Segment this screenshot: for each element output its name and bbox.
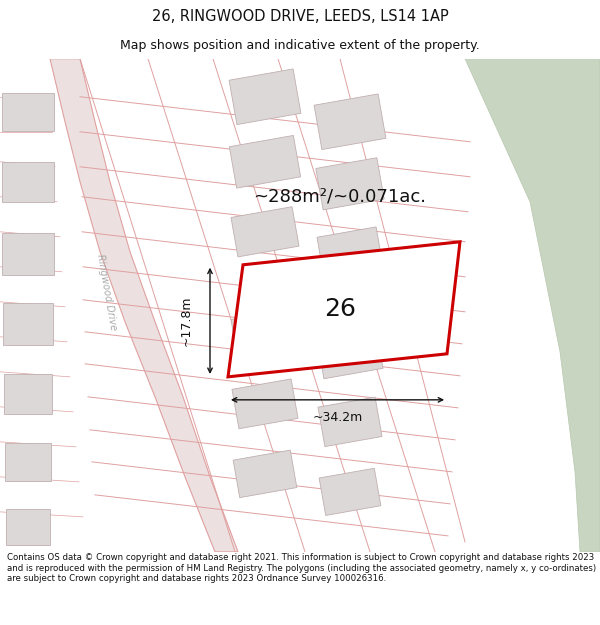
Polygon shape — [228, 242, 460, 377]
Polygon shape — [318, 397, 382, 447]
Polygon shape — [231, 309, 299, 359]
Polygon shape — [2, 92, 54, 131]
Text: ~17.8m: ~17.8m — [179, 296, 193, 346]
Polygon shape — [316, 158, 384, 210]
Polygon shape — [50, 59, 238, 552]
Polygon shape — [319, 468, 381, 516]
Text: Contains OS data © Crown copyright and database right 2021. This information is : Contains OS data © Crown copyright and d… — [7, 553, 596, 583]
Polygon shape — [2, 162, 54, 202]
Polygon shape — [233, 450, 297, 498]
Polygon shape — [3, 302, 53, 345]
Polygon shape — [231, 207, 299, 257]
Text: Ringwood Drive: Ringwood Drive — [95, 253, 119, 331]
Polygon shape — [229, 69, 301, 124]
Polygon shape — [2, 232, 54, 275]
Polygon shape — [232, 379, 298, 429]
Polygon shape — [465, 59, 600, 552]
Text: ~288m²/~0.071ac.: ~288m²/~0.071ac. — [254, 188, 427, 206]
Polygon shape — [5, 443, 51, 481]
Text: 26: 26 — [324, 297, 356, 321]
Polygon shape — [6, 509, 50, 545]
Text: 26, RINGWOOD DRIVE, LEEDS, LS14 1AP: 26, RINGWOOD DRIVE, LEEDS, LS14 1AP — [152, 9, 448, 24]
Text: Map shows position and indicative extent of the property.: Map shows position and indicative extent… — [120, 39, 480, 52]
Polygon shape — [317, 227, 383, 277]
Polygon shape — [229, 136, 301, 188]
Text: ~34.2m: ~34.2m — [313, 411, 362, 424]
Polygon shape — [4, 374, 52, 414]
Polygon shape — [314, 94, 386, 149]
Polygon shape — [317, 329, 383, 379]
